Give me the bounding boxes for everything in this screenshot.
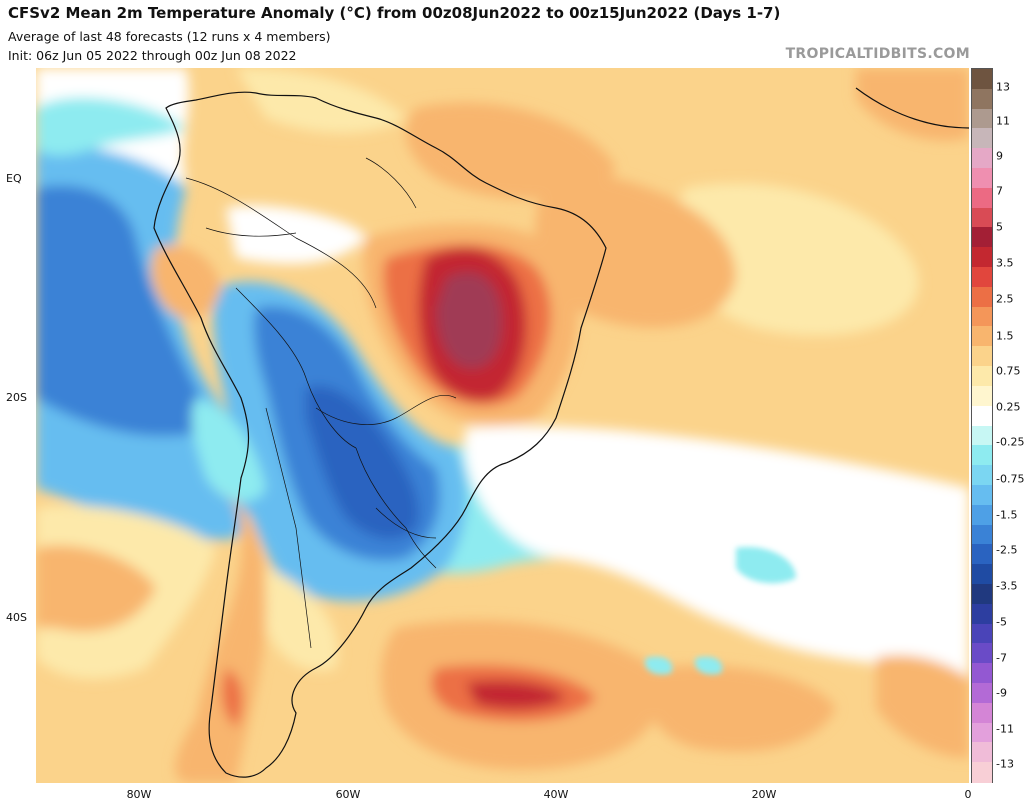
temperature-anomaly-map: [36, 68, 969, 783]
colorbar-swatch: [972, 405, 992, 427]
colorbar-swatch: [972, 148, 992, 169]
colorbar-swatch: [972, 643, 992, 664]
colorbar-swatch: [972, 326, 992, 347]
colorbar-label: 5: [996, 220, 1003, 234]
colorbar-swatch: [972, 702, 992, 724]
colorbar-swatch: [972, 128, 992, 149]
colorbar-label: 9: [996, 149, 1003, 163]
colorbar-swatch: [972, 69, 992, 90]
colorbar-label: 11: [996, 114, 1010, 128]
colorbar-swatch: [972, 187, 992, 209]
colorbar-swatch: [972, 108, 992, 129]
colorbar-swatch: [972, 742, 992, 763]
colorbar-swatch: [972, 168, 992, 189]
lat-label-eq: EQ: [6, 172, 22, 185]
colorbar-swatch: [972, 346, 992, 367]
colorbar-swatch: [972, 425, 992, 446]
country-borders: [185, 157, 457, 649]
colorbar-swatch: [972, 88, 992, 110]
colorbar-swatch: [972, 465, 992, 486]
init-time: Init: 06z Jun 05 2022 through 00z Jun 08…: [8, 48, 297, 63]
colorbar-swatch: [972, 564, 992, 585]
colorbar-label: -2.5: [996, 543, 1018, 557]
colorbar-swatch: [972, 544, 992, 565]
anomaly-field: [36, 68, 969, 783]
map-canvas: [36, 68, 969, 783]
colorbar-label: -7: [996, 651, 1007, 665]
colorbar-label: -13: [996, 757, 1014, 771]
colorbar-swatch: [972, 484, 992, 506]
colorbar-label: -9: [996, 686, 1007, 700]
map-subtitle: Average of last 48 forecasts (12 runs x …: [8, 29, 331, 44]
colorbar-label: -5: [996, 615, 1007, 629]
colorbar-label: 0.75: [996, 364, 1021, 378]
colorbar-label: -0.25: [996, 435, 1024, 449]
colorbar-swatch: [972, 663, 992, 684]
lon-label-20w: 20W: [751, 788, 777, 801]
colorbar-label: -0.75: [996, 472, 1024, 486]
colorbar-swatch: [972, 583, 992, 605]
colorbar-swatch: [972, 385, 992, 407]
colorbar-swatch: [972, 603, 992, 625]
colorbar-label: 1.5: [996, 329, 1014, 343]
colorbar-swatch: [972, 445, 992, 466]
colorbar-swatch: [972, 722, 992, 743]
colorbar-swatch: [972, 623, 992, 644]
colorbar: [971, 68, 993, 783]
coastlines: [153, 87, 969, 778]
colorbar-label: 3.5: [996, 256, 1014, 270]
colorbar-swatch: [972, 227, 992, 248]
colorbar-label: 7: [996, 184, 1003, 198]
colorbar-label: 13: [996, 80, 1010, 94]
colorbar-label: 2.5: [996, 292, 1014, 306]
lon-label-0: 0: [964, 788, 972, 801]
lon-label-60w: 60W: [335, 788, 361, 801]
colorbar-swatch: [972, 247, 992, 268]
colorbar-swatch: [972, 366, 992, 387]
colorbar-swatch: [972, 286, 992, 308]
colorbar-swatch: [972, 306, 992, 328]
map-title: CFSv2 Mean 2m Temperature Anomaly (°C) f…: [8, 4, 781, 22]
colorbar-label: -1.5: [996, 508, 1018, 522]
colorbar-label: 0.25: [996, 400, 1021, 414]
colorbar-swatch: [972, 207, 992, 229]
colorbar-swatch: [972, 682, 992, 704]
colorbar-swatch: [972, 267, 992, 288]
brand-watermark: TROPICALTIDBITS.COM: [785, 46, 970, 62]
lat-label-20s: 20S: [6, 391, 27, 404]
lat-label-40s: 40S: [6, 611, 27, 624]
lon-label-40w: 40W: [543, 788, 569, 801]
colorbar-swatch: [972, 762, 992, 783]
lon-label-80w: 80W: [126, 788, 152, 801]
colorbar-swatch: [972, 524, 992, 545]
cold-patches: [645, 547, 796, 675]
colorbar-swatch: [972, 504, 992, 526]
colorbar-label: -11: [996, 722, 1014, 736]
colorbar-label: -3.5: [996, 579, 1018, 593]
